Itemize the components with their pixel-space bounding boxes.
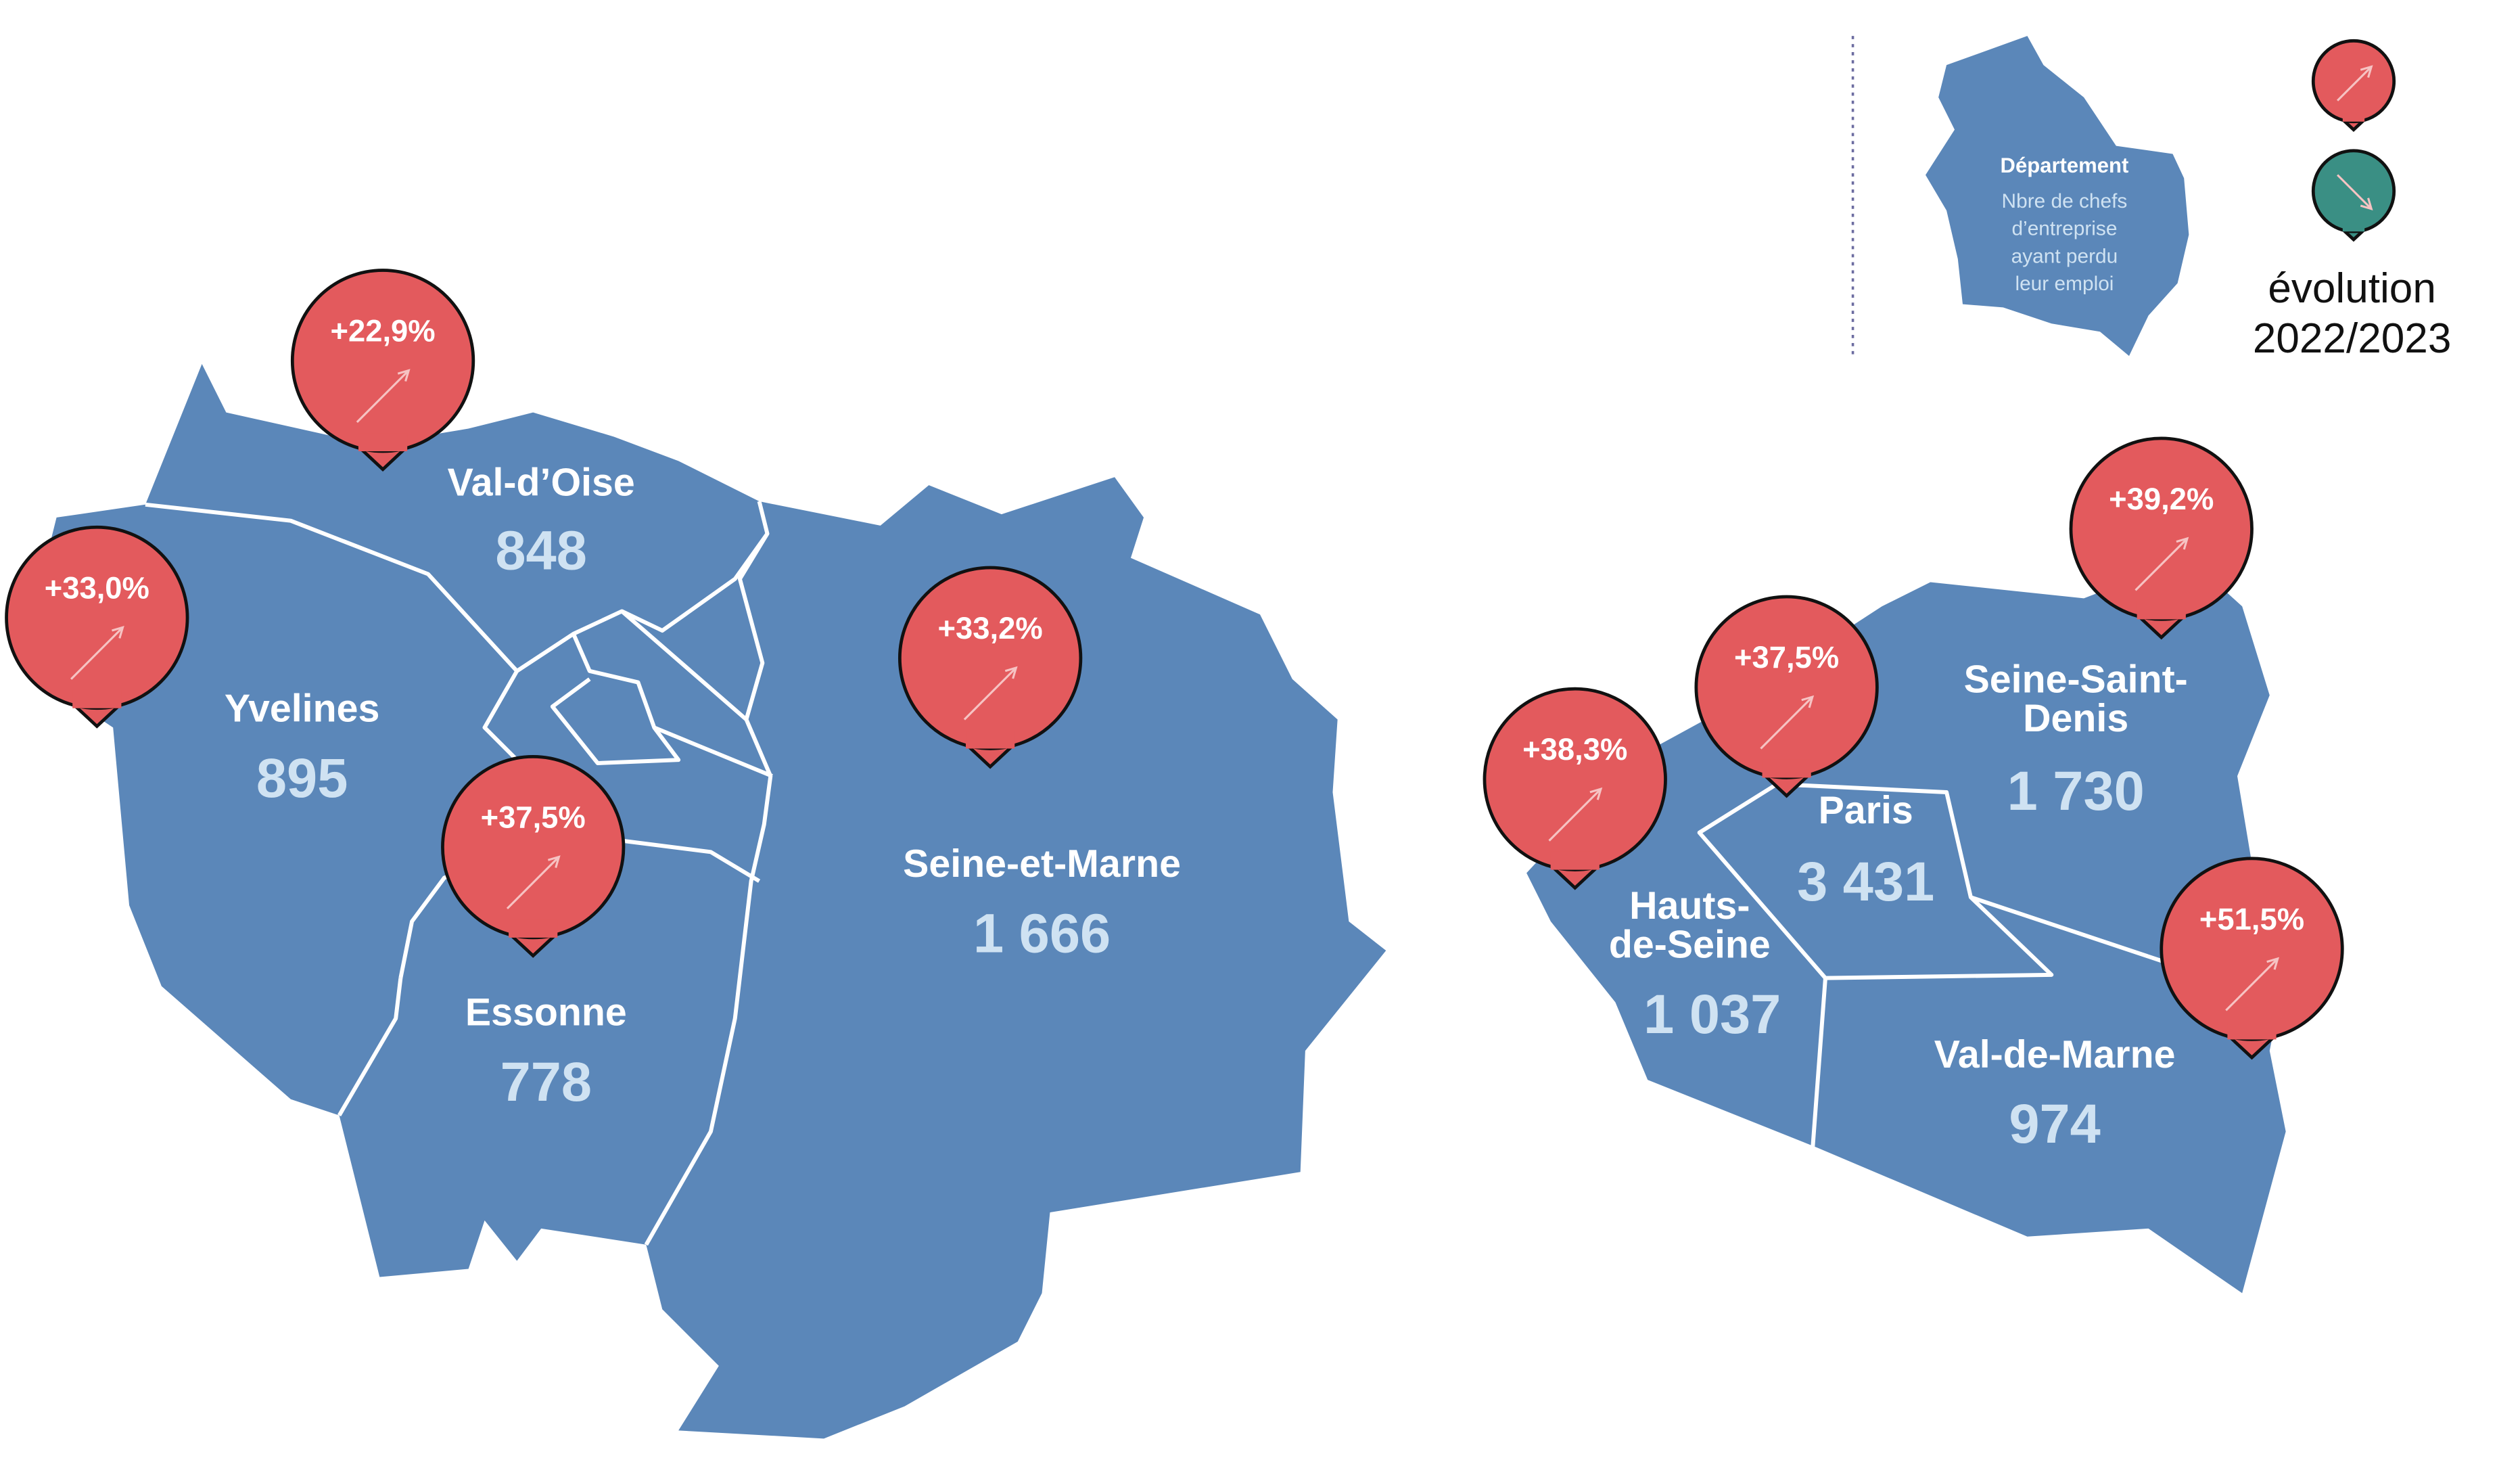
department-change: +33,2% — [938, 611, 1043, 645]
department-value: 848 — [495, 520, 586, 581]
pin-arrow-head — [547, 855, 561, 868]
department-name: Seine-et-Marne — [903, 842, 1181, 886]
pin-arrow — [2225, 957, 2279, 1011]
pin-body — [2069, 436, 2254, 621]
pin-arrow — [1760, 695, 1813, 750]
legend-description-line: ayant perdu — [2011, 245, 2118, 267]
department-value: 3 431 — [1797, 851, 1934, 913]
pin-arrow-head — [112, 626, 124, 639]
department-value: 1 037 — [1643, 984, 1781, 1045]
pin-arrow-head — [2176, 537, 2189, 550]
pin — [2311, 149, 2396, 242]
department-name: Yvelines — [225, 687, 379, 731]
pin-tip-cover — [966, 730, 1015, 749]
border — [620, 610, 748, 721]
legend-description-line: leur emploi — [2015, 273, 2114, 295]
department-name: Val-d’Oise — [448, 461, 635, 504]
department-change: +38,3% — [1522, 732, 1627, 767]
pin-arrow — [356, 369, 410, 424]
border — [653, 725, 773, 778]
department-name: Denis — [2023, 697, 2128, 740]
pin-arrow-head — [1004, 666, 1018, 679]
border — [550, 633, 681, 765]
pin-arrow — [2337, 174, 2373, 210]
pin-tip-cover — [509, 919, 558, 938]
pin-body — [441, 755, 626, 940]
pin-arrow — [2337, 66, 2373, 101]
pin-arrow — [70, 626, 124, 680]
pin-tip-cover — [2137, 601, 2186, 620]
department-name: Seine-Saint- — [1964, 658, 2188, 702]
legend-pins — [2311, 39, 2396, 242]
pin: +22,9% — [290, 269, 475, 472]
labels: Val-d’Oise 848 Yvelines 895 Essonne 778 Seine-… — [225, 461, 2188, 1155]
department-name: Hauts- — [1629, 884, 1750, 928]
pin-arrow-head — [2266, 957, 2280, 970]
pin-arrow — [963, 666, 1017, 721]
pin: +51,5% — [2160, 857, 2344, 1060]
pin-tip-cover — [1550, 851, 1600, 870]
legend-evolution: 2022/2023 — [2253, 315, 2452, 362]
pin-body — [2160, 857, 2344, 1041]
pins: +22,9% +33,0% +37,5% +33,2% +38,3% +37,5% +39,… — [5, 269, 2344, 1060]
department-value: 974 — [2009, 1093, 2100, 1155]
department-change: +39,2% — [2109, 482, 2214, 516]
department-value: 1 666 — [973, 903, 1111, 964]
border — [1810, 978, 1827, 1151]
pin-arrow-head — [397, 369, 411, 382]
pin: +38,3% — [1483, 687, 1667, 890]
legend-description-line: d’entreprise — [2011, 218, 2117, 240]
department-name: Val-de-Marne — [1934, 1033, 2176, 1076]
department-value: 778 — [500, 1051, 592, 1113]
pin-tip-cover — [2342, 223, 2365, 232]
department-change: +37,5% — [481, 800, 586, 835]
pin-body — [1483, 687, 1667, 871]
legend-description-line: Nbre de chefs — [2002, 190, 2128, 212]
pin — [2311, 39, 2396, 132]
pin-tip-cover — [358, 433, 408, 451]
department-name: Paris — [1819, 789, 1913, 832]
pin-arrow-head — [2360, 198, 2373, 211]
pin-arrow-head — [1801, 695, 1815, 708]
border — [145, 501, 770, 673]
department-change: +37,5% — [1734, 640, 1839, 675]
pin-body — [1694, 595, 1879, 779]
border — [337, 978, 403, 1117]
pin-arrow-head — [2360, 65, 2373, 78]
pin-arrow — [1548, 788, 1602, 842]
pin-body — [2311, 39, 2396, 124]
pin: +33,0% — [5, 525, 189, 729]
legend-evolution: évolution — [2268, 265, 2436, 312]
pin-tip-cover — [1762, 759, 1811, 778]
department-name: de-Seine — [1609, 923, 1771, 966]
pin-tip-cover — [2227, 1021, 2277, 1040]
pin-arrow-head — [1589, 787, 1603, 800]
border — [644, 532, 773, 1246]
legend-shape — [1926, 36, 2189, 357]
pin-arrow — [506, 856, 560, 910]
pin-body — [897, 566, 1083, 750]
pin: +33,2% — [897, 566, 1083, 769]
pin-arrow — [2134, 537, 2189, 591]
pin: +39,2% — [2069, 436, 2254, 640]
pin: +37,5% — [1694, 595, 1879, 798]
pin: +37,5% — [441, 755, 626, 958]
pin-tip-cover — [2342, 113, 2365, 122]
pin-body — [290, 269, 475, 453]
pin-body — [5, 525, 189, 710]
region-idf — [24, 364, 1386, 1439]
department-change: +51,5% — [2199, 902, 2304, 936]
department-value: 1 730 — [2007, 760, 2145, 822]
legend-description: Nbre de chefs d’entreprise ayant perdu leur… — [2002, 190, 2128, 295]
pin-tip-cover — [72, 690, 122, 708]
department-change: +33,0% — [45, 570, 149, 605]
department-value: 895 — [256, 748, 348, 809]
border — [1969, 895, 2166, 964]
legend-title: Département — [2001, 154, 2129, 177]
department-name: Essonne — [465, 991, 627, 1034]
department-change: +22,9% — [330, 314, 435, 348]
